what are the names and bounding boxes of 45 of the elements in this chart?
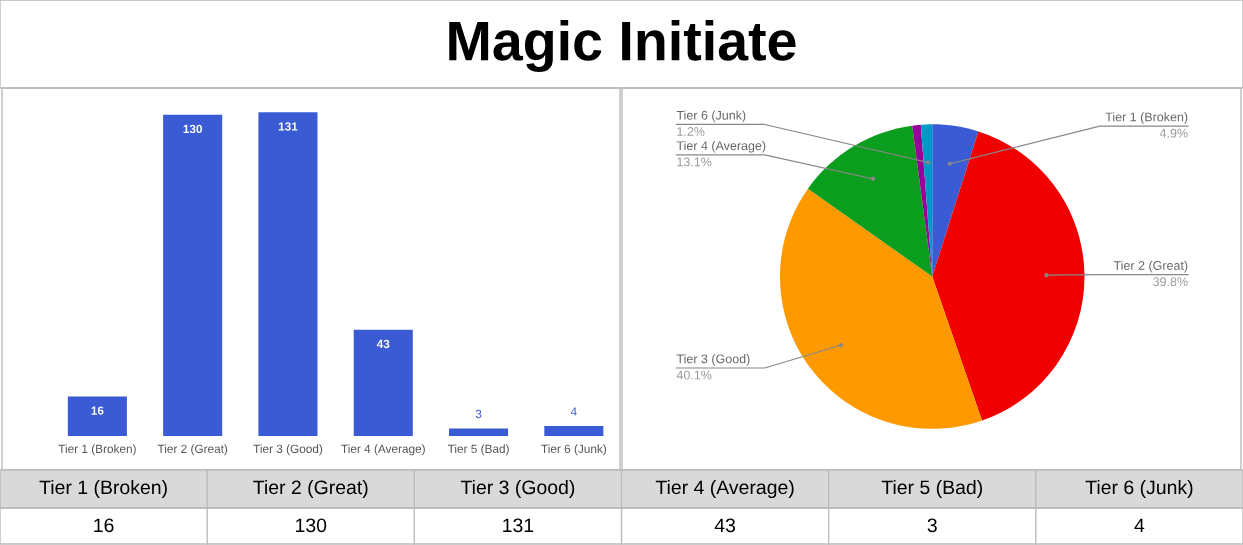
category-label: Tier 2 (Great): [253, 479, 368, 499]
category-label: Tier 3 (Good): [460, 479, 575, 499]
data-label: 3: [475, 409, 482, 419]
bar: [544, 426, 604, 436]
data-label: 4: [1134, 518, 1145, 533]
slice-label: Tier 3 (Good): [676, 354, 750, 366]
bar: [449, 428, 509, 436]
data-label: 131: [503, 518, 534, 533]
pie-slice: [780, 188, 983, 429]
chart-title: Magic Initiate: [449, 19, 796, 73]
category-label: Tier 6 (Junk): [1085, 479, 1193, 499]
x-tick-label: Tier 5 (Bad): [447, 444, 509, 456]
data-label: 1.2%: [677, 127, 705, 136]
data-label: 40.1%: [676, 370, 712, 380]
data-label: 43: [376, 339, 390, 349]
x-tick-label: Tier 2 (Great): [157, 444, 228, 456]
data-label: 16: [91, 406, 104, 415]
x-tick-label: Tier 4 (Average): [341, 444, 425, 456]
slice-label: Tier 2 (Great): [1113, 260, 1188, 273]
slice-label: Tier 1 (Broken): [1105, 112, 1188, 124]
data-label: 16: [94, 518, 114, 533]
x-tick-label: Tier 6 (Junk): [541, 444, 607, 456]
x-tick-label: Tier 3 (Good): [253, 444, 323, 456]
data-label: 130: [183, 124, 203, 134]
pie-slice: [807, 125, 933, 277]
bar: [353, 329, 413, 436]
bar: [163, 114, 223, 436]
category-label: Tier 1 (Broken): [39, 479, 167, 499]
data-label: 131: [278, 122, 298, 131]
data-label: 43: [714, 518, 736, 533]
pie-slice: [932, 124, 979, 277]
category-label: Tier 5 (Bad): [881, 479, 983, 499]
slice-label: Tier 6 (Junk): [676, 110, 746, 123]
data-label: 4: [570, 407, 577, 416]
bar: [258, 112, 318, 436]
pie-slice: [932, 131, 1085, 421]
slice-label: Tier 4 (Average): [676, 140, 766, 153]
data-label: 13.1%: [677, 157, 712, 167]
data-label: 130: [296, 518, 327, 533]
data-label: 4.9%: [1159, 128, 1188, 138]
x-tick-label: Tier 1 (Broken): [58, 444, 136, 456]
bar: [67, 396, 127, 436]
data-label: 39.8%: [1153, 277, 1188, 287]
data-label: 3: [927, 518, 937, 533]
category-label: Tier 4 (Average): [655, 479, 794, 499]
